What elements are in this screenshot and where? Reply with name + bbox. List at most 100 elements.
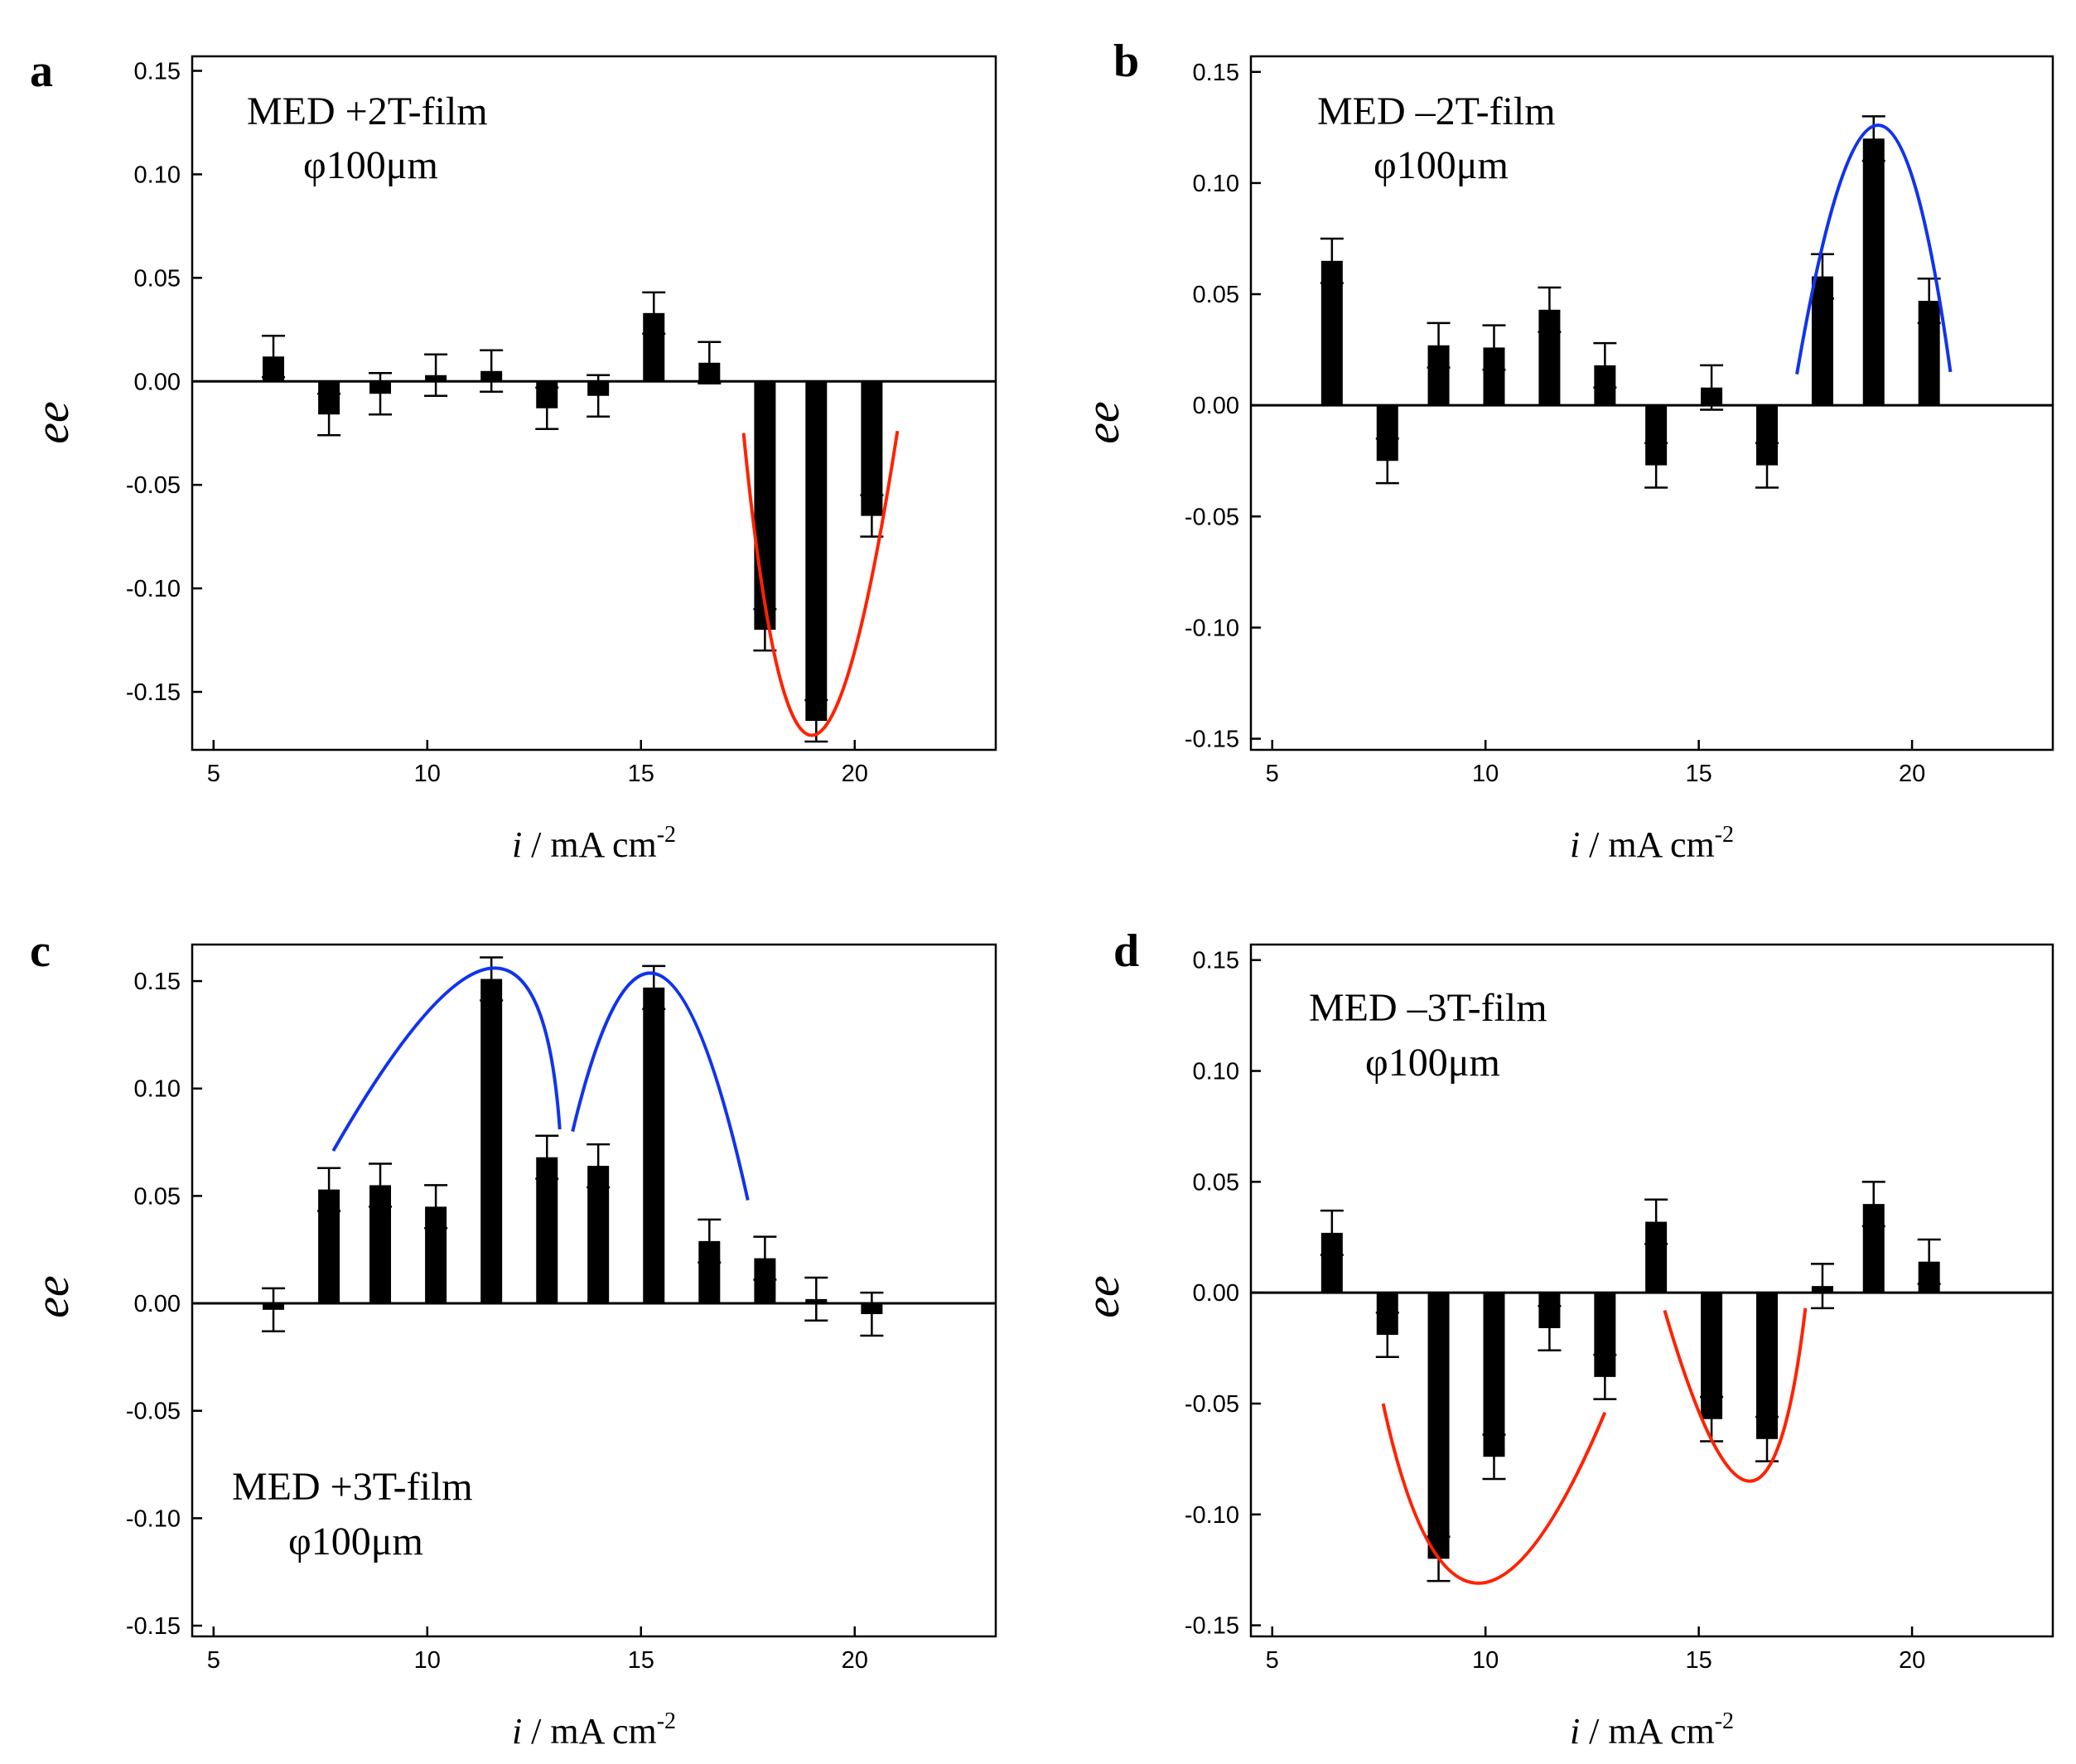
x-tick-label: 10 [414,761,441,787]
x-tick-label: 15 [628,1647,654,1674]
y-tick-label: 0.00 [134,1291,181,1317]
panel-letter: a [30,46,53,97]
bar [480,979,503,1304]
x-tick-label: 15 [628,761,654,787]
annotation-subtitle: φ100μm [288,1520,423,1563]
x-tick-label: 20 [842,761,868,787]
bar [1756,1293,1779,1439]
y-axis-title: ee [1075,401,1129,444]
annotation-title: MED –3T-film [1309,986,1547,1030]
y-tick-label: 0.15 [1193,948,1239,974]
y-tick-label: 0.00 [1193,393,1239,419]
x-tick-label: 15 [1686,1647,1712,1674]
bar [643,987,665,1304]
plot-frame [191,943,997,1638]
y-tick-label: 0.05 [134,265,181,292]
x-tick-label: 20 [1899,761,1925,787]
x-axis-title: i / mA cm-2 [1570,1708,1734,1752]
panel-b: 0.15 0.10 0.05 0.00 -0.05 -0.10 -0.15 5 10 15 20 b e… [1075,36,2054,865]
x-tick-label: 5 [207,761,220,787]
x-axis-exponent: -2 [1715,822,1734,848]
annotation-title: MED –2T-film [1317,89,1556,133]
x-axis-exponent: -2 [657,822,676,848]
annotation-subtitle: φ100μm [1365,1041,1500,1085]
y-tick-label: -0.15 [1185,1613,1239,1640]
y-tick-label: 0.10 [1193,1059,1239,1085]
bar [805,381,828,722]
y-tick-label: -0.15 [126,679,181,706]
x-tick-label: 5 [207,1647,220,1674]
bar [1320,260,1343,406]
panel-letter: b [1113,36,1139,87]
x-axis-var: i [1570,1711,1580,1752]
x-axis-var: i [1570,824,1580,865]
annotation-subtitle: φ100μm [1374,143,1509,187]
y-tick-label: 0.10 [134,162,181,188]
y-tick-label: 0.15 [1193,60,1239,86]
y-tick-label: -0.10 [1185,1502,1239,1529]
y-tick-label: -0.05 [1185,504,1239,530]
y-tick-label: -0.10 [126,576,181,602]
panel-letter: d [1113,925,1139,977]
bar [587,1166,610,1304]
bar [1427,1293,1450,1559]
x-axis-units: / mA cm [522,824,657,865]
bar [1862,138,1885,406]
y-tick-label: 0.15 [134,58,181,85]
x-axis-title: i / mA cm-2 [1570,822,1734,865]
x-axis-units: / mA cm [1580,824,1715,865]
y-tick-label: 0.05 [1193,1169,1239,1196]
bar [1483,1293,1505,1457]
x-axis-exponent: -2 [1715,1708,1734,1734]
x-tick-label: 10 [1472,1647,1499,1674]
y-tick-label: -0.10 [1185,615,1239,641]
fit-curve [571,971,750,1201]
y-tick-label: 0.00 [1193,1280,1239,1307]
x-axis-units: / mA cm [522,1711,657,1752]
x-tick-label: 10 [1472,761,1499,787]
panel-c: 0.15 0.10 0.05 0.00 -0.05 -0.10 -0.15 5 10 15 20 c e… [25,925,997,1752]
fit-curve [1663,1307,1808,1483]
fit-curve [1795,123,1953,375]
y-tick-label: -0.15 [1185,727,1239,753]
y-tick-label: 0.10 [134,1076,181,1103]
x-tick-label: 5 [1266,1647,1279,1674]
x-axis-var: i [512,1711,522,1752]
x-axis-title: i / mA cm-2 [512,822,676,865]
x-axis-var: i [512,824,522,865]
x-axis-exponent: -2 [657,1708,676,1734]
annotation-subtitle: φ100μm [303,143,438,187]
y-tick-label: 0.05 [1193,282,1239,308]
y-tick-label: 0.00 [134,369,181,395]
y-tick-label: -0.15 [126,1613,181,1640]
y-axis-title: ee [25,1275,79,1318]
panel-d: 0.15 0.10 0.05 0.00 -0.05 -0.10 -0.15 5 10 15 20 d e… [1075,925,2054,1752]
annotation-title: MED +3T-film [232,1465,473,1509]
y-tick-label: 0.15 [134,969,181,995]
panel-letter: c [30,925,51,977]
plot-frame [1249,943,2054,1638]
panel-a: 0.15 0.10 0.05 0.00 -0.05 -0.10 -0.15 5 10 15 20 a e… [25,46,997,865]
x-tick-label: 20 [842,1647,868,1674]
y-tick-label: -0.05 [1185,1391,1239,1418]
plot-frame [191,55,997,752]
x-tick-label: 5 [1266,761,1279,787]
bar [754,381,776,631]
x-tick-label: 15 [1686,761,1712,787]
x-tick-label: 10 [414,1647,441,1674]
fit-curve [741,430,900,737]
y-tick-label: -0.05 [126,472,181,499]
x-tick-label: 20 [1899,1647,1925,1674]
plot-frame [1249,55,2054,752]
y-tick-label: -0.05 [126,1399,181,1425]
bar [861,381,883,516]
annotation-title: MED +2T-film [247,89,488,133]
y-axis-title: ee [25,401,79,444]
y-tick-label: -0.10 [126,1505,181,1532]
y-tick-label: 0.10 [1193,171,1239,197]
x-axis-units: / mA cm [1580,1711,1715,1752]
bar [536,1157,558,1304]
y-tick-label: 0.05 [134,1183,181,1210]
fit-curve [1381,1403,1607,1585]
